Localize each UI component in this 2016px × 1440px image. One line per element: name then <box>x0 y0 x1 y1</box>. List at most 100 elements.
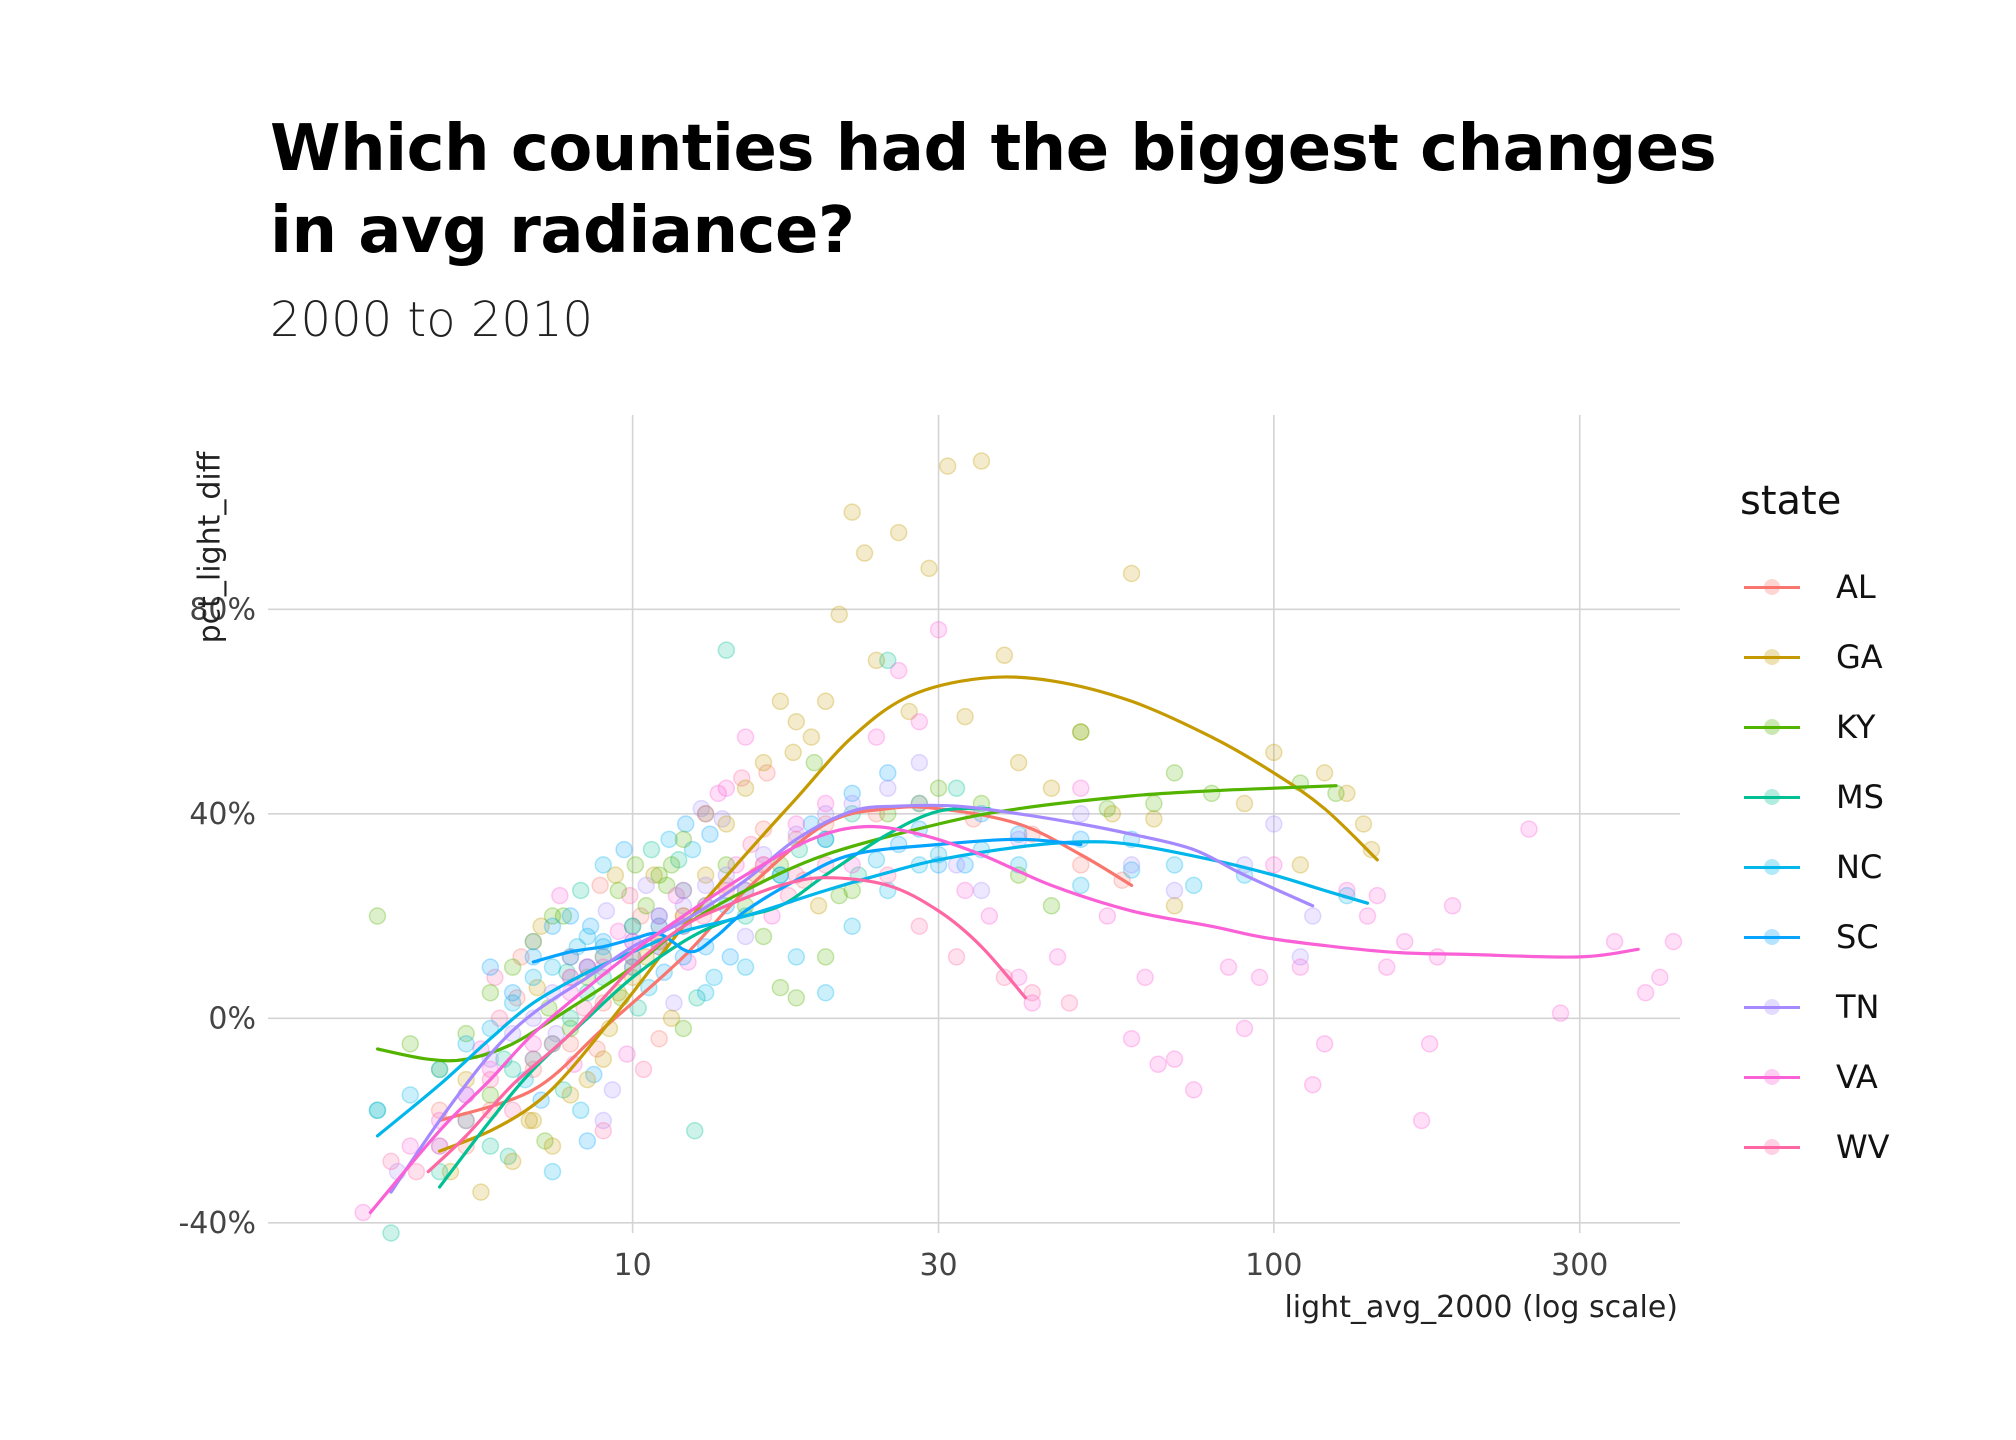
data-point-tn <box>1122 856 1141 874</box>
data-point <box>721 948 740 966</box>
data-point-va <box>1235 1019 1254 1038</box>
data-point <box>683 840 702 859</box>
data-point-ky <box>368 907 387 925</box>
data-point <box>512 948 530 966</box>
y-tick-label: 80% <box>189 592 256 627</box>
data-point-ga <box>1362 840 1381 859</box>
data-point <box>701 825 719 843</box>
data-point-va <box>1651 968 1669 987</box>
data-point <box>634 1060 653 1079</box>
legend-label: MS <box>1836 778 1884 816</box>
data-point-ga <box>938 457 957 475</box>
data-point-ga <box>1265 743 1283 762</box>
data-point-va <box>1009 968 1028 987</box>
data-point <box>490 1009 509 1028</box>
data-point-ky <box>1202 784 1221 803</box>
data-point <box>603 1081 622 1099</box>
data-point-va <box>1368 886 1387 905</box>
data-point <box>754 820 773 838</box>
data-point-ga <box>843 503 861 521</box>
data-point <box>709 784 727 803</box>
data-point-ms <box>717 641 736 659</box>
legend-label: TN <box>1836 988 1880 1026</box>
y-tick-label: 40% <box>189 797 256 832</box>
data-point-va <box>1358 907 1377 925</box>
data-point-nc <box>736 958 755 976</box>
data-point-ky <box>1165 764 1184 782</box>
smooth-line-nc <box>375 840 1370 1138</box>
data-point <box>597 902 616 920</box>
data-point <box>615 840 633 859</box>
chart-title: Which counties had the biggest changes i… <box>270 108 1770 272</box>
data-point-nc <box>1165 856 1184 874</box>
data-point-nc <box>696 983 715 1002</box>
data-point-ky <box>1072 723 1090 741</box>
data-point-sc <box>503 983 522 1002</box>
legend-line-icon <box>1744 866 1800 869</box>
data-point-tn <box>503 1024 522 1043</box>
data-point-va <box>1420 1035 1439 1053</box>
legend-key-icon <box>1744 922 1800 952</box>
data-point-ga <box>1145 810 1163 828</box>
data-point-ky <box>457 1024 475 1043</box>
data-point-va <box>354 1203 372 1222</box>
data-point-ga <box>1009 753 1028 772</box>
data-point <box>705 968 723 987</box>
data-point-sc <box>481 958 500 976</box>
data-point <box>674 1019 693 1038</box>
data-point-va <box>787 815 806 833</box>
data-point-ga <box>972 452 991 470</box>
data-point <box>571 1101 590 1120</box>
legend-item-ky: KY <box>1740 692 1890 762</box>
data-point <box>736 927 755 946</box>
data-point-va <box>1048 948 1067 966</box>
legend-key-icon <box>1744 1062 1800 1092</box>
data-point-ga <box>578 1070 597 1089</box>
data-point-ga <box>503 1152 522 1171</box>
data-point-ky <box>1145 794 1163 813</box>
data-point-va <box>1098 907 1117 925</box>
data-point-al <box>1072 856 1090 874</box>
data-point-va <box>867 728 886 746</box>
data-point <box>543 1162 562 1181</box>
data-point-ky <box>609 881 628 900</box>
data-point-ky <box>787 989 806 1007</box>
data-point-ms <box>368 1101 387 1120</box>
legend-key-icon <box>1744 642 1800 672</box>
data-point <box>578 1132 597 1150</box>
data-point-tn <box>1291 948 1310 966</box>
data-point <box>457 1070 475 1089</box>
data-point-wv <box>1060 994 1079 1012</box>
y-tick-label: 0% <box>208 1001 256 1036</box>
data-point-va <box>1023 994 1041 1012</box>
data-point-ga <box>1165 897 1184 915</box>
legend-label: AL <box>1836 568 1876 606</box>
chart-title-line1: Which counties had the biggest changes <box>270 112 1717 186</box>
data-point-nc <box>481 1019 500 1038</box>
data-point-va <box>1605 932 1624 951</box>
data-point-va <box>1443 897 1462 915</box>
legend: state AL GA KY MS NC SC TN VA WV <box>1740 478 1890 1182</box>
data-point <box>758 764 776 782</box>
data-point-tn <box>1303 907 1322 925</box>
data-point-ga <box>1338 784 1356 803</box>
data-point-ga <box>736 779 755 797</box>
data-point-va <box>1520 820 1538 838</box>
data-point <box>571 881 590 900</box>
data-point <box>805 753 824 772</box>
data-point-ms <box>503 1060 522 1079</box>
data-point-nc <box>503 994 522 1012</box>
data-point <box>667 886 686 905</box>
data-point <box>621 886 639 905</box>
data-point-ky <box>717 856 736 874</box>
data-point <box>591 876 609 895</box>
data-point-nc <box>1184 876 1203 895</box>
data-point-ms <box>910 794 929 813</box>
data-point-nc <box>543 958 562 976</box>
data-point <box>660 830 678 849</box>
data-point <box>713 810 732 828</box>
smooth-line-tn <box>389 803 1315 1194</box>
data-point-va <box>1219 958 1238 976</box>
data-point-tn <box>1165 881 1184 900</box>
data-point <box>665 994 683 1012</box>
